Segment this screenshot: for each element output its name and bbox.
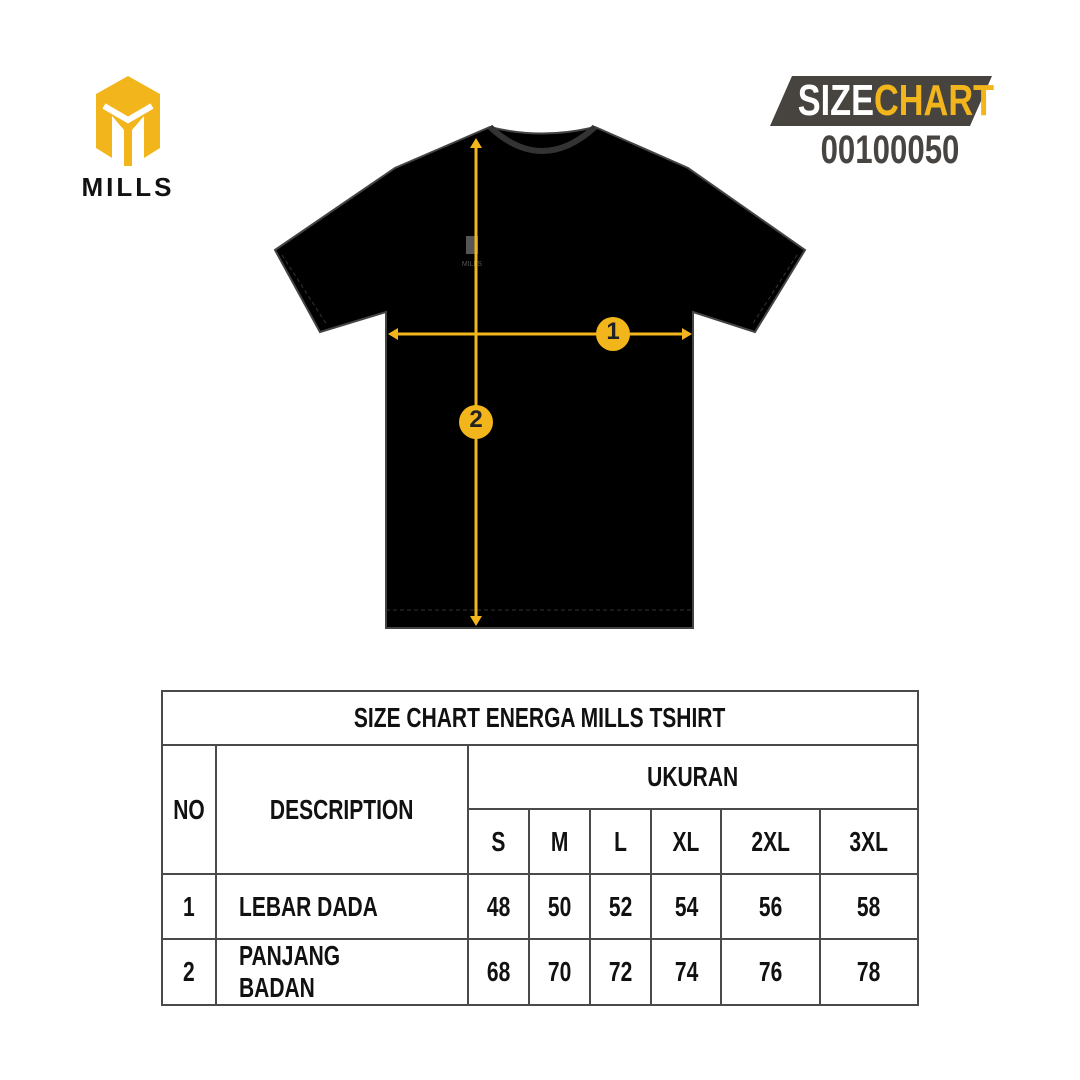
row-desc: LEBAR DADA [215, 873, 469, 940]
cell: 76 [720, 938, 821, 1006]
product-code-text: 00100050 [820, 128, 960, 172]
cell: 56 [720, 873, 821, 940]
size-header: XL [650, 808, 723, 875]
product-code: 00100050 [800, 128, 980, 173]
table-row: 2 PANJANG BADAN 68 70 72 74 76 78 [161, 938, 920, 1006]
cell: 70 [528, 938, 592, 1006]
table-row: 1 LEBAR DADA 48 50 52 54 56 58 [161, 873, 920, 940]
header-description: DESCRIPTION [215, 744, 469, 875]
row-desc: PANJANG BADAN [215, 938, 469, 1006]
size-header: S [466, 808, 531, 875]
size-table: SIZE CHART ENERGA MILLS TSHIRT NO DESCRI… [161, 690, 920, 1006]
cell: 48 [466, 873, 531, 940]
size-header: 3XL [818, 808, 920, 875]
size-header: L [589, 808, 653, 875]
cell: 58 [818, 873, 920, 940]
cell: 72 [589, 938, 653, 1006]
size-chart-badge [770, 76, 992, 126]
tshirt-diagram: MILLS [273, 124, 807, 629]
brand-name: MILLS [81, 172, 175, 202]
cell: 54 [650, 873, 723, 940]
row-no: 1 [161, 873, 217, 940]
mills-logo-icon [96, 76, 160, 166]
header-ukuran: UKURAN [467, 744, 919, 810]
chest-width-arrow [388, 328, 692, 340]
badge-word-size: SIZE [797, 76, 874, 125]
marker-2: 2 [469, 406, 483, 433]
cell: 78 [818, 938, 920, 1006]
badge-word-chart: CHART [873, 76, 995, 125]
cell: 74 [650, 938, 723, 1006]
size-chart-heading: SIZECHART [770, 76, 995, 126]
size-header: M [528, 808, 592, 875]
cell: 50 [528, 873, 592, 940]
cell: 52 [589, 873, 653, 940]
table-title: SIZE CHART ENERGA MILLS TSHIRT [161, 690, 919, 746]
size-header: 2XL [720, 808, 821, 875]
tshirt-body [273, 125, 807, 629]
row-no: 2 [161, 938, 217, 1006]
header-no: NO [161, 744, 217, 875]
svg-text:MILLS: MILLS [462, 261, 483, 268]
marker-1: 1 [606, 318, 620, 345]
body-length-arrow [470, 138, 482, 626]
cell: 68 [466, 938, 531, 1006]
